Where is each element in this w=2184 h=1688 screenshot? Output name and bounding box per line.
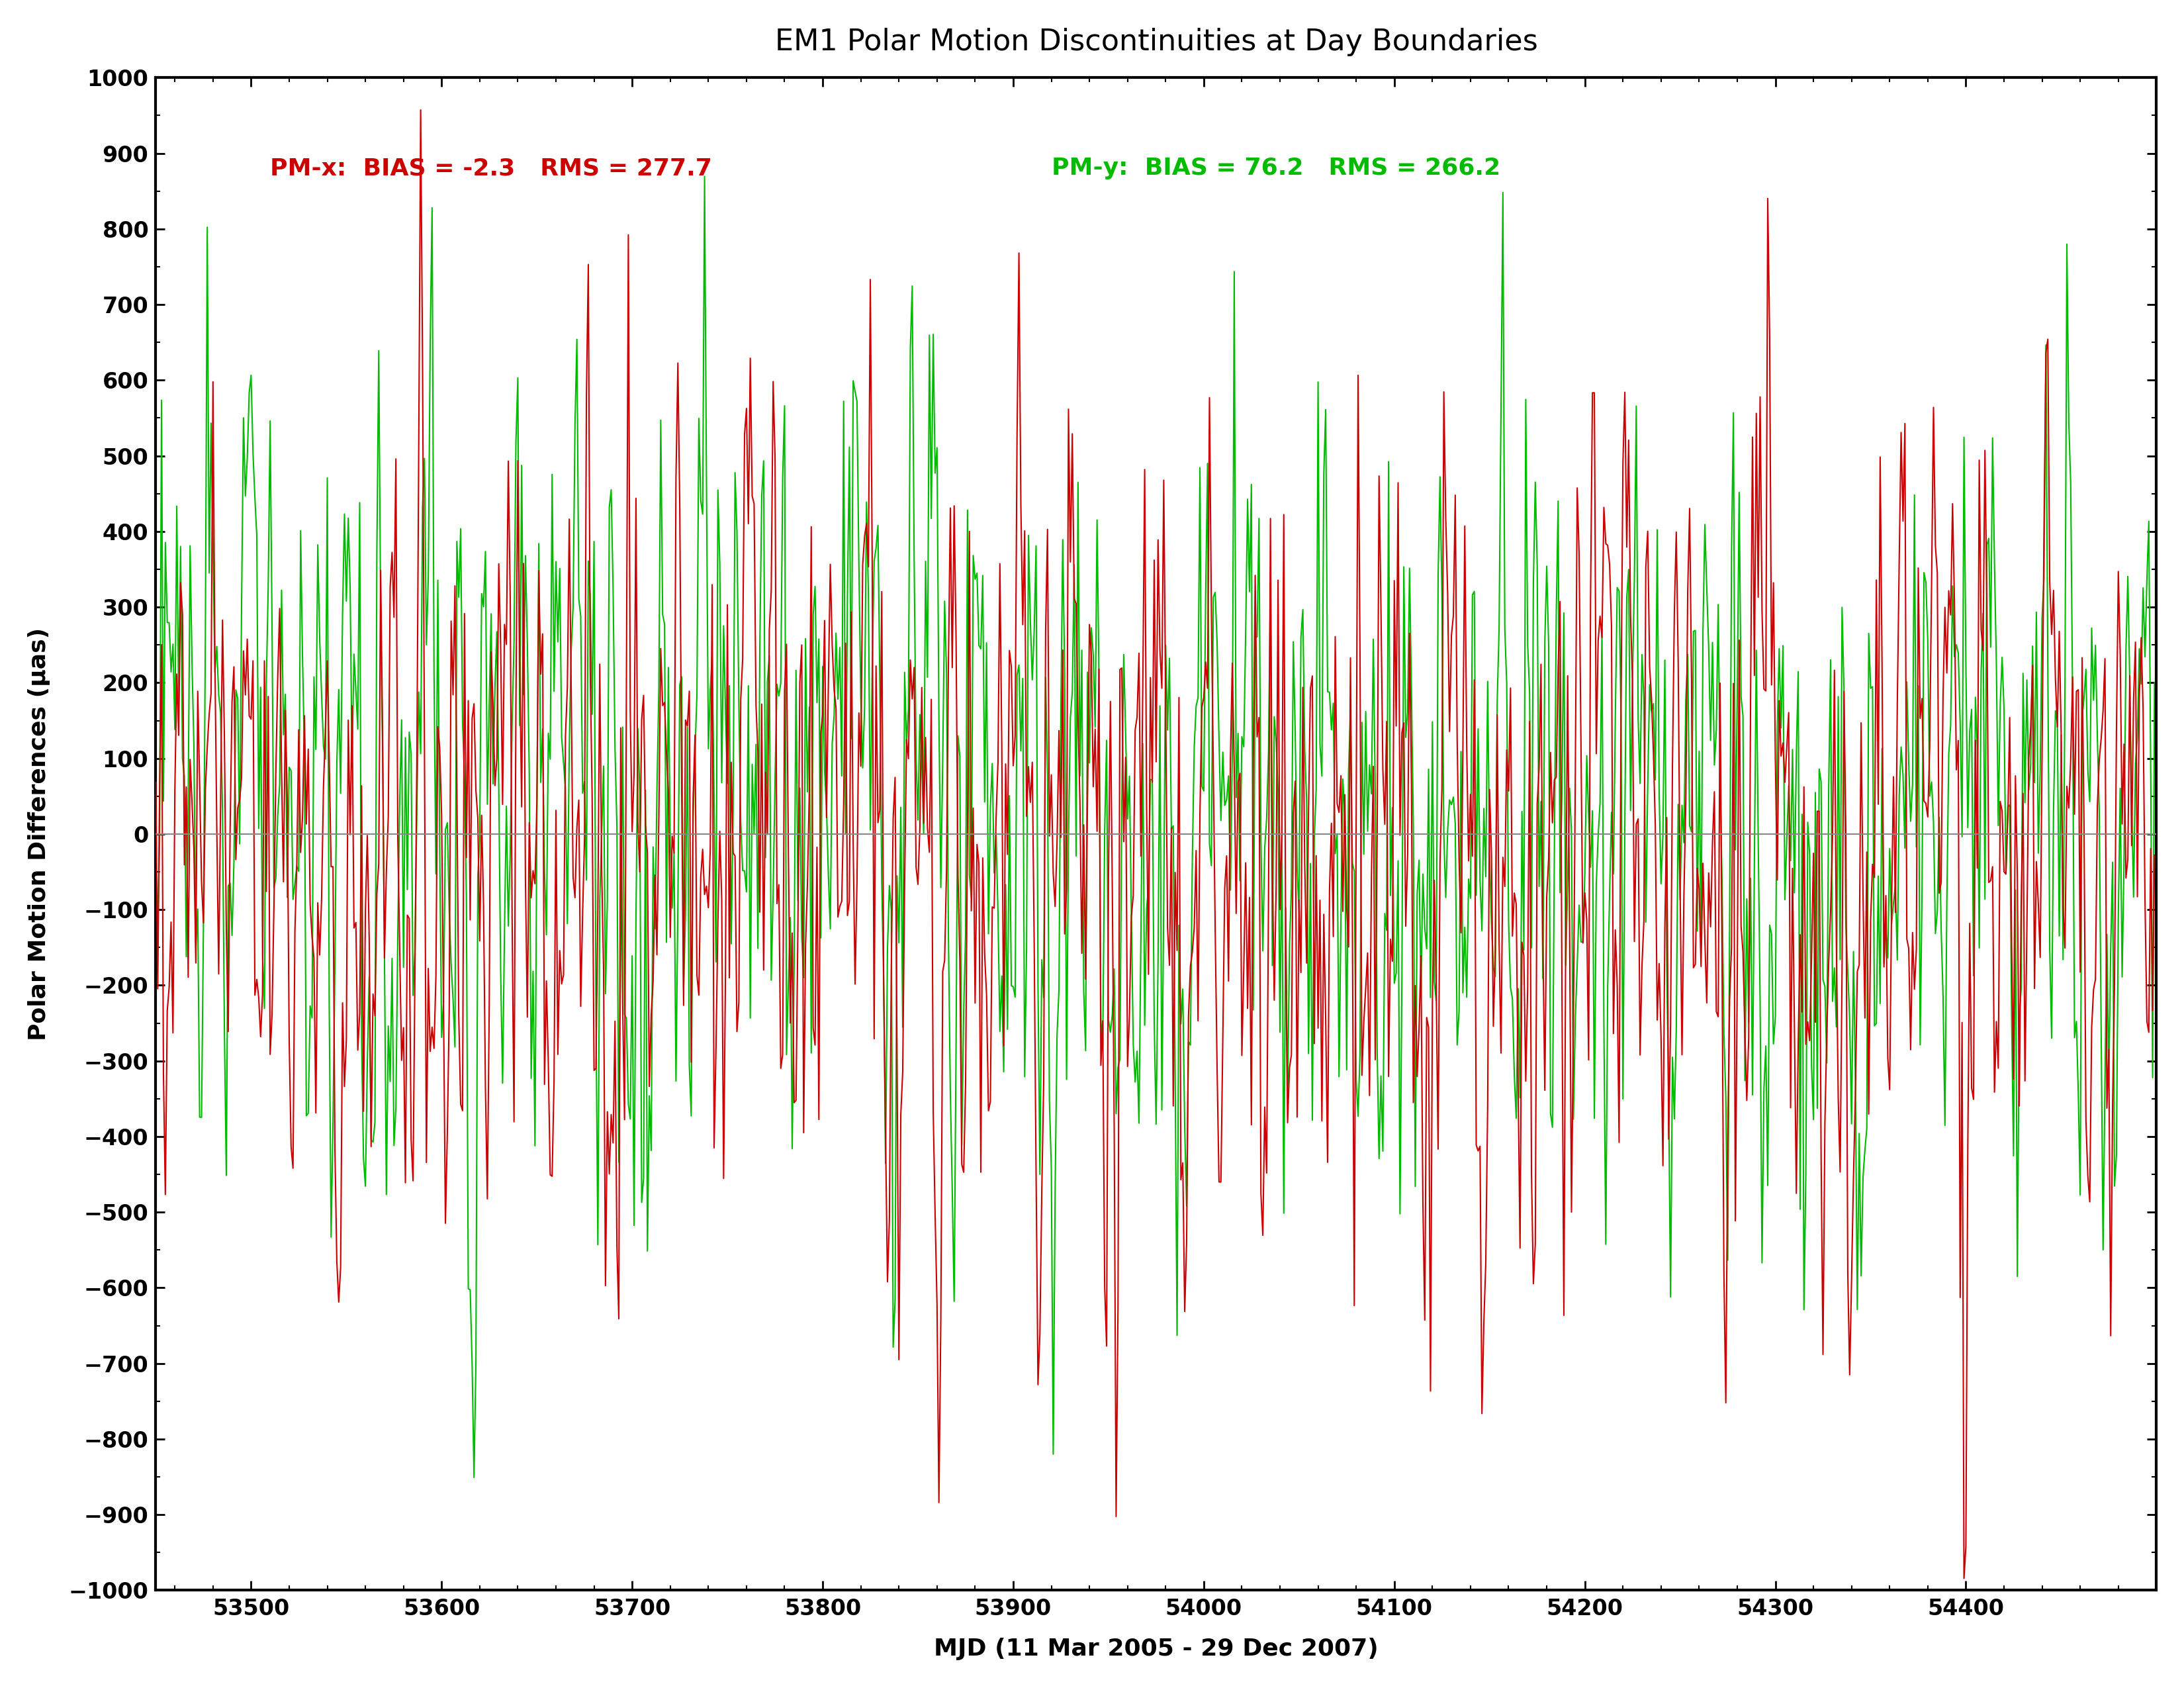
Title: EM1 Polar Motion Discontinuities at Day Boundaries: EM1 Polar Motion Discontinuities at Day … — [775, 27, 1538, 56]
X-axis label: MJD (11 Mar 2005 - 29 Dec 2007): MJD (11 Mar 2005 - 29 Dec 2007) — [935, 1637, 1378, 1661]
Text: PM-y:  BIAS = 76.2   RMS = 266.2: PM-y: BIAS = 76.2 RMS = 266.2 — [1051, 157, 1500, 179]
Y-axis label: Polar Motion Differences (μas): Polar Motion Differences (μas) — [28, 628, 50, 1040]
Text: PM-x:  BIAS = -2.3   RMS = 277.7: PM-x: BIAS = -2.3 RMS = 277.7 — [271, 157, 712, 179]
